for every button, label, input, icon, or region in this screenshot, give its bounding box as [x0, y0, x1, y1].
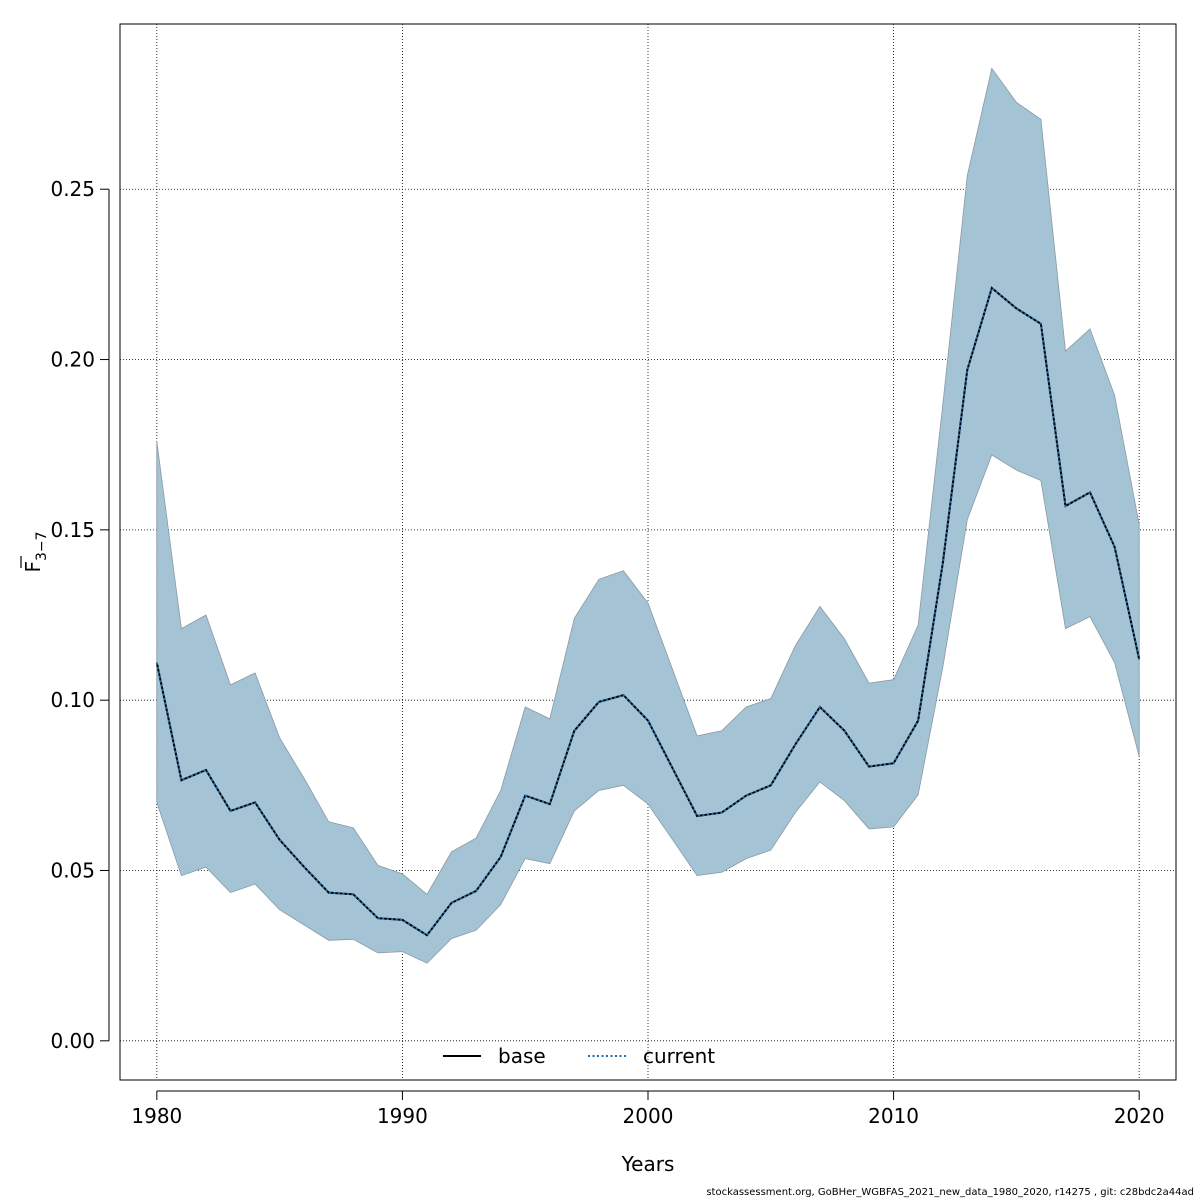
y-tick-label: 0.00	[50, 1029, 95, 1053]
x-tick-label: 2020	[1114, 1104, 1165, 1128]
confidence-band	[156, 67, 1140, 964]
x-axis: 1980 1990 2000 2010 2020	[131, 1090, 1165, 1128]
svg-text:F3−7: F3−7	[21, 531, 50, 572]
series-line-current	[155, 286, 1141, 937]
footer-credit: stockassessment.org, GoBHer_WGBFAS_2021_…	[706, 1187, 1194, 1198]
x-tick-label: 1980	[131, 1104, 182, 1128]
y-axis-title-sub: 3−7	[34, 531, 50, 561]
y-tick-label: 0.10	[50, 688, 95, 712]
series-lines	[155, 286, 1141, 937]
plot-frame	[119, 23, 1177, 1081]
y-tick-label: 0.20	[50, 348, 95, 372]
y-axis-title: F3−7	[20, 531, 50, 573]
y-axis: 0.00 0.05 0.10 0.15 0.20 0.25	[50, 177, 110, 1053]
legend-label-base: base	[498, 1044, 546, 1068]
legend-label-current: current	[643, 1044, 715, 1068]
y-tick-label: 0.15	[50, 518, 95, 542]
x-tick-label: 2000	[623, 1104, 674, 1128]
x-axis-title: Years	[621, 1152, 675, 1176]
x-tick-label: 2010	[868, 1104, 919, 1128]
confidence-band-area	[156, 67, 1140, 964]
y-tick-label: 0.25	[50, 177, 95, 201]
y-tick-label: 0.05	[50, 859, 95, 883]
legend: base current	[443, 1044, 715, 1068]
y-axis-title-main: F	[21, 561, 45, 573]
x-tick-label: 1990	[377, 1104, 428, 1128]
